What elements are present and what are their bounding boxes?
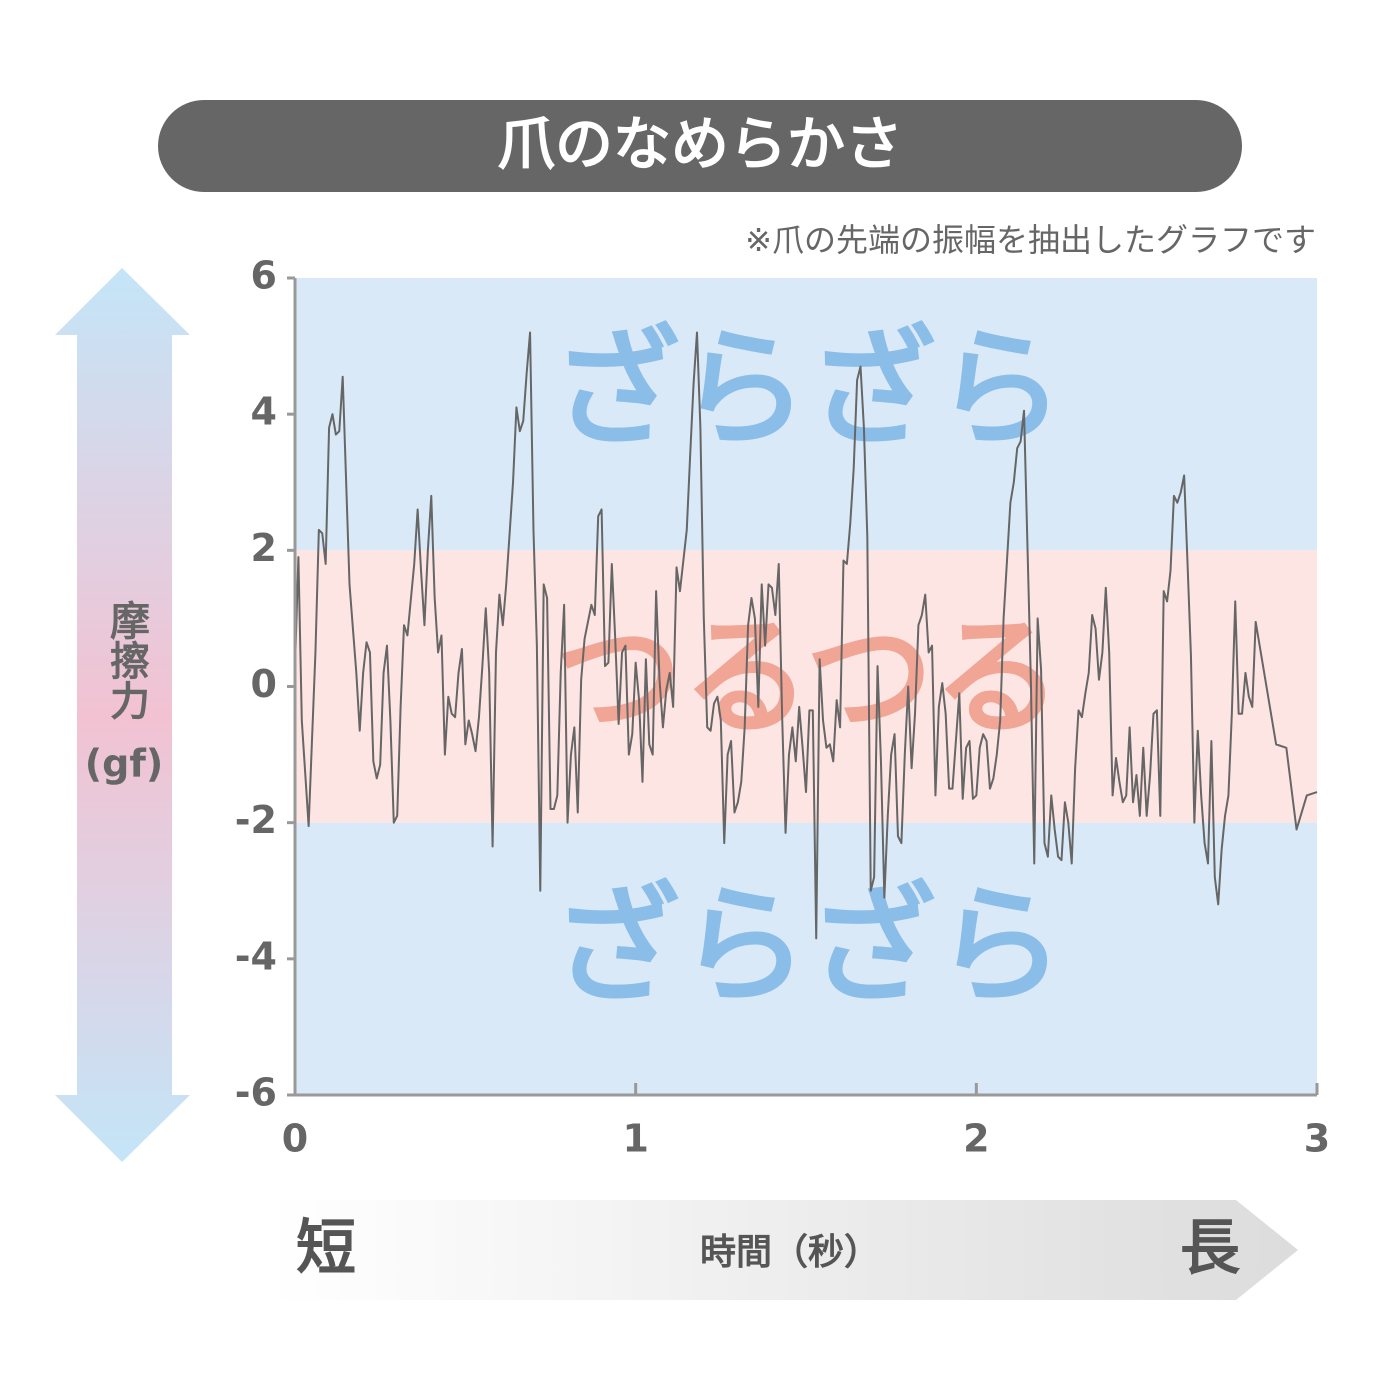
x-tick-label: 1 [622,1117,648,1161]
subtitle: ※爪の先端の振幅を抽出したグラフです [745,221,1316,259]
band-label: ざらざら [552,872,1064,1021]
y-tick-label: 6 [251,254,277,298]
y-tick-label: 0 [251,662,277,706]
y-arrow [55,268,190,1162]
y-tick-label: 2 [251,526,277,570]
title-pill [158,100,1242,192]
x-arrow [270,1200,1298,1300]
y-tick-label: 4 [251,390,277,434]
x-tick-label: 3 [1304,1117,1330,1161]
x-start-label: 短 [296,1214,356,1284]
band [295,278,1317,551]
band [295,822,1317,1095]
x-end-label: 長 [1180,1214,1241,1284]
y-axis-unit: (gf) [85,742,163,786]
y-axis-label: 摩擦力 [103,600,150,721]
chart-title: 爪のなめらかさ [497,110,903,178]
x-tick-label: 2 [963,1117,989,1161]
x-tick-label: 0 [282,1117,308,1161]
x-axis-label: 時間（秒） [700,1232,880,1273]
y-tick-label: -4 [235,934,277,978]
data-line [294,331,1318,940]
y-tick-label: -2 [235,798,277,842]
band-label: ざらざら [552,315,1064,464]
y-tick-label: -6 [235,1071,277,1115]
